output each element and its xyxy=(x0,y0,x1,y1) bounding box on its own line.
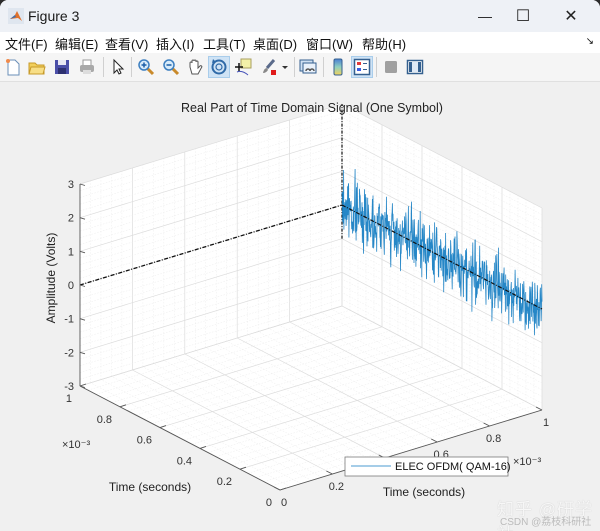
toolbar-separator xyxy=(103,57,104,77)
maximize-icon: ☐ xyxy=(515,8,531,25)
grid-lines xyxy=(79,103,543,491)
y-axis-exponent: ×10⁻³ xyxy=(62,439,90,451)
svg-text:0.4: 0.4 xyxy=(177,455,192,467)
x-axis-label: Time (seconds) xyxy=(383,485,465,499)
menu-window[interactable]: 窗口(W) xyxy=(306,37,353,52)
insert-legend-icon xyxy=(353,58,371,76)
pan-hand-icon xyxy=(189,59,203,75)
title-bar: Figure 3 — ☐ ✕ xyxy=(0,0,600,32)
insert-colorbar-button[interactable] xyxy=(327,56,349,78)
link-plot-button[interactable] xyxy=(297,56,319,78)
legend[interactable]: ELEC OFDM( QAM-16) xyxy=(344,456,511,477)
matlab-logo-icon xyxy=(8,8,24,24)
open-file-button[interactable] xyxy=(26,56,48,78)
svg-text:-2: -2 xyxy=(64,347,74,359)
open-file-icon xyxy=(28,62,46,75)
zoom-in-button[interactable] xyxy=(135,56,157,78)
svg-text:0.2: 0.2 xyxy=(217,476,232,488)
close-icon: ✕ xyxy=(564,8,578,25)
data-cursor-icon xyxy=(235,58,252,76)
insert-legend-button[interactable] xyxy=(351,56,373,78)
svg-text:1: 1 xyxy=(543,417,549,429)
menu-desktop[interactable]: 桌面(D) xyxy=(253,37,298,52)
svg-text:1: 1 xyxy=(68,246,74,258)
toolbar-separator xyxy=(131,57,132,77)
svg-text:0: 0 xyxy=(281,497,287,509)
zoom-in-icon xyxy=(138,59,155,76)
minimize-button[interactable]: — xyxy=(462,0,508,32)
menu-help[interactable]: 帮助(H) xyxy=(362,37,407,52)
menu-edit[interactable]: 编辑(E) xyxy=(55,37,99,52)
zoom-out-button[interactable] xyxy=(160,56,182,78)
chevron-down-icon xyxy=(282,66,288,69)
toolbar-separator xyxy=(376,57,377,77)
legend-box xyxy=(344,456,509,477)
menu-tools[interactable]: 工具(T) xyxy=(203,37,246,52)
hide-plot-tools-button[interactable] xyxy=(380,56,402,78)
new-figure-icon xyxy=(6,59,20,76)
x-axis-exponent: ×10⁻³ xyxy=(513,456,541,468)
svg-text:1: 1 xyxy=(66,393,72,405)
toolbar-separator xyxy=(294,57,295,77)
zero-reference-line xyxy=(79,104,343,286)
svg-text:0.8: 0.8 xyxy=(486,433,501,445)
menu-file[interactable]: 文件(F) xyxy=(5,37,48,52)
rotate-3d-button[interactable] xyxy=(208,56,230,78)
svg-text:0.8: 0.8 xyxy=(97,414,112,426)
menu-view[interactable]: 查看(V) xyxy=(105,37,149,52)
brush-icon xyxy=(263,59,276,75)
brush-dropdown-button[interactable] xyxy=(279,56,291,78)
svg-text:0: 0 xyxy=(68,280,74,292)
pan-button[interactable] xyxy=(184,56,206,78)
y-tick-labels: 0 0.2 0.4 0.6 0.8 1 xyxy=(66,393,272,509)
svg-text:3: 3 xyxy=(68,179,74,191)
print-icon xyxy=(80,59,94,74)
brush-button[interactable] xyxy=(258,56,280,78)
watermark-zhihu: 知乎 @研学社 xyxy=(497,500,593,531)
svg-text:-1: -1 xyxy=(64,314,74,326)
zoom-out-icon xyxy=(163,59,180,76)
toolbar-separator xyxy=(323,57,324,77)
svg-text:0: 0 xyxy=(266,497,272,509)
watermark-csdn: CSDN @荔枝科研社 xyxy=(500,517,592,528)
y-axis-label: Time (seconds) xyxy=(109,480,191,494)
insert-colorbar-icon xyxy=(333,58,343,76)
menu-bar: 文件(F) 编辑(E) 查看(V) 插入(I) 工具(T) 桌面(D) 窗口(W… xyxy=(0,32,600,53)
save-icon xyxy=(55,60,69,74)
svg-text:2: 2 xyxy=(68,213,74,225)
chart-title: Real Part of Time Domain Signal (One Sym… xyxy=(181,101,443,115)
window-title: Figure 3 xyxy=(28,8,80,24)
maximize-button[interactable]: ☐ xyxy=(500,0,546,32)
edit-plot-button[interactable] xyxy=(107,56,129,78)
show-plot-tools-button[interactable] xyxy=(404,56,426,78)
axes-3d[interactable]: Real Part of Time Domain Signal (One Sym… xyxy=(0,82,600,531)
menu-insert[interactable]: 插入(I) xyxy=(156,37,195,52)
figure-toolbar xyxy=(0,53,600,82)
hide-plot-tools-icon xyxy=(385,61,397,73)
z-axis-label: Amplitude (Volts) xyxy=(44,233,58,324)
dock-figure-icon[interactable]: ↘ xyxy=(585,36,594,47)
close-button[interactable]: ✕ xyxy=(548,0,594,32)
data-cursor-button[interactable] xyxy=(232,56,254,78)
rotate-3d-icon xyxy=(211,59,227,75)
link-plot-icon xyxy=(299,59,317,74)
svg-text:-3: -3 xyxy=(64,381,74,393)
signal-trace xyxy=(341,168,543,336)
svg-text:0.2: 0.2 xyxy=(329,481,344,493)
edit-plot-arrow-icon xyxy=(113,58,125,75)
svg-text:0.6: 0.6 xyxy=(137,435,152,447)
print-button[interactable] xyxy=(76,56,98,78)
minimize-icon: — xyxy=(478,8,492,24)
z-tick-labels: 3 2 1 0 -1 -2 -3 xyxy=(64,179,74,393)
figure-canvas: Real Part of Time Domain Signal (One Sym… xyxy=(0,82,600,531)
axis-lines xyxy=(79,183,543,491)
show-plot-tools-icon xyxy=(406,59,424,75)
legend-entry-label: ELEC OFDM( QAM-16) xyxy=(395,461,511,473)
new-figure-button[interactable] xyxy=(2,56,24,78)
save-button[interactable] xyxy=(51,56,73,78)
